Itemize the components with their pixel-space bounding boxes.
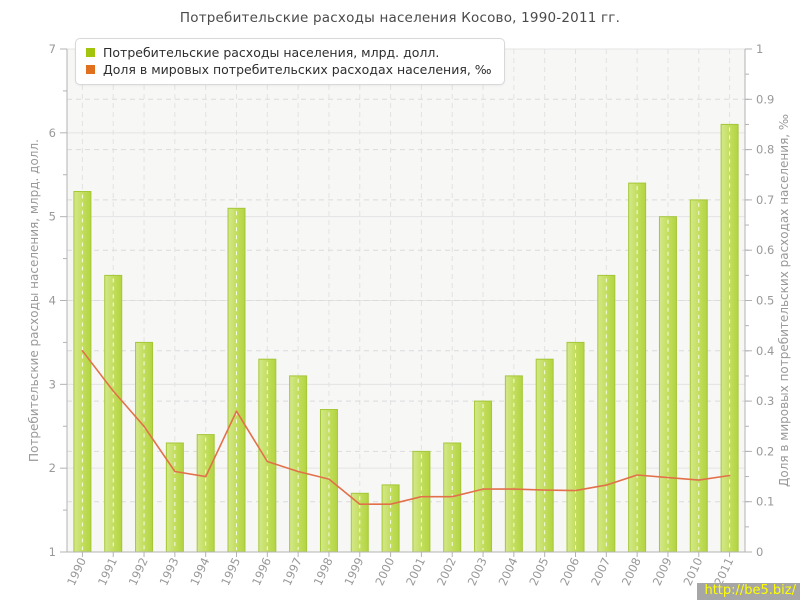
y-right-tick-label: 0.6 (756, 243, 774, 257)
y-left-tick-label: 4 (49, 294, 56, 308)
y-left-tick-label: 6 (49, 126, 56, 140)
x-tick-label-1995: 1995 (218, 555, 243, 587)
line-series-swatch-icon (86, 65, 95, 74)
watermark-link[interactable]: http://be5.biz/ (697, 583, 800, 600)
x-tick-label-1997: 1997 (280, 555, 305, 587)
x-tick-label-2005: 2005 (526, 555, 551, 587)
y-right-axis-title: Доля в мировых потребительских расходах … (777, 114, 791, 487)
x-tick-label-2000: 2000 (372, 555, 397, 587)
y-right-tick-label: 1 (756, 42, 763, 56)
y-left-tick-label: 2 (49, 461, 56, 475)
bar-1992 (135, 341, 154, 553)
x-tick-label-1994: 1994 (187, 555, 212, 587)
bar-series-swatch-icon (86, 48, 95, 57)
y-right-tick-label: 0.3 (756, 394, 774, 408)
y-left-tick-label: 1 (49, 545, 56, 559)
line-series-world-share (81, 349, 731, 506)
x-tick-label-2006: 2006 (557, 555, 582, 587)
x-tick-label-2003: 2003 (465, 555, 490, 587)
x-tick-label-1991: 1991 (95, 555, 120, 587)
y-left-axis-title: Потребительские расходы населения, млрд.… (27, 139, 41, 462)
x-tick-label-2008: 2008 (619, 555, 644, 587)
legend-item-consumer-spending: Потребительские расходы населения, млрд.… (86, 44, 492, 61)
x-tick-label-1992: 1992 (126, 555, 151, 587)
bar-2000 (381, 484, 400, 553)
x-tick-label-1990: 1990 (64, 555, 89, 587)
y-right-tick-label: 0.4 (756, 344, 774, 358)
y-right-tick-label: 0.1 (756, 495, 774, 509)
y-left-tick-label: 3 (49, 377, 56, 391)
legend-item-world-share: Доля в мировых потребительских расходах … (86, 61, 492, 78)
y-right-tick-label: 0.2 (756, 444, 774, 458)
y-right-tick-label: 0.5 (756, 294, 774, 308)
legend-label-consumer-spending: Потребительские расходы населения, млрд.… (103, 45, 440, 60)
chart-legend: Потребительские расходы населения, млрд.… (75, 38, 505, 85)
y-right-tick-label: 0.8 (756, 143, 774, 157)
legend-label-world-share: Доля в мировых потребительских расходах … (103, 62, 492, 77)
x-tick-label-1996: 1996 (249, 555, 274, 587)
x-tick-label-1998: 1998 (311, 555, 336, 587)
bar-2008 (628, 182, 647, 553)
x-tick-label-1993: 1993 (157, 555, 182, 587)
x-tick-label-2001: 2001 (403, 555, 428, 587)
x-tick-label-2002: 2002 (434, 555, 459, 587)
x-tick-label-1999: 1999 (341, 555, 366, 587)
bar-2006 (566, 341, 585, 553)
x-tick-label-2004: 2004 (496, 555, 521, 587)
y-right-tick-label: 0.7 (756, 193, 774, 207)
chart-title: Потребительские расходы населения Косово… (179, 10, 621, 26)
y-right-tick-label: 0.9 (756, 92, 774, 106)
y-left-tick-label: 5 (49, 210, 56, 224)
x-tick-label-2007: 2007 (588, 555, 613, 587)
x-tick-label-2009: 2009 (650, 555, 675, 587)
y-right-tick-label: 0 (756, 545, 763, 559)
y-left-tick-label: 7 (49, 42, 56, 56)
